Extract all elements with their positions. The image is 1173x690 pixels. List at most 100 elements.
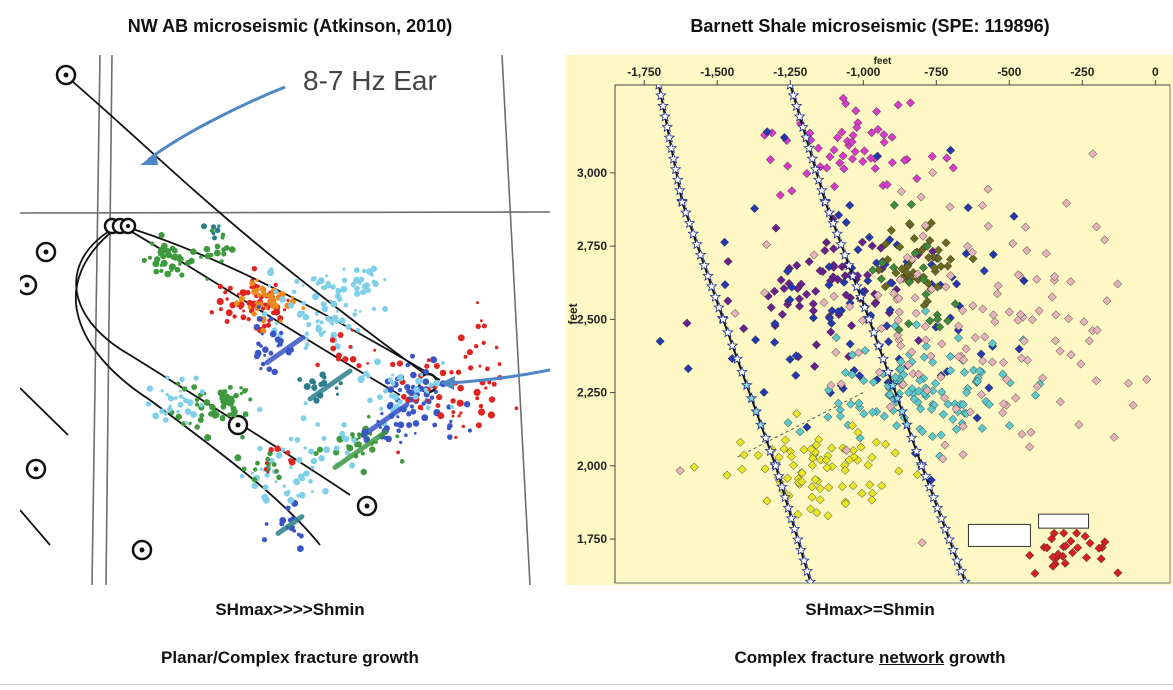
left-event	[398, 388, 402, 392]
well-2-stage-marker	[916, 459, 928, 471]
event-pink	[1091, 376, 1101, 386]
event-pink	[937, 339, 947, 349]
left-event	[260, 332, 264, 336]
event-green	[904, 277, 914, 287]
event-magenta	[813, 143, 823, 153]
event-magenta	[829, 145, 839, 155]
event-blue	[802, 422, 812, 432]
event-cyan	[972, 376, 983, 386]
left-event	[454, 435, 458, 439]
event-pink	[907, 347, 917, 357]
event-blue	[791, 351, 801, 361]
event-pink	[874, 367, 884, 377]
left-event	[435, 403, 441, 408]
left-event	[265, 456, 271, 462]
event-cyan	[953, 333, 964, 343]
event-pink	[842, 445, 852, 455]
event-olive	[936, 261, 946, 271]
event-yellow	[797, 477, 807, 487]
event-pink	[917, 538, 927, 548]
event-pink	[976, 390, 987, 400]
left-event	[274, 468, 279, 474]
well-2-stage-marker	[959, 575, 971, 583]
left-event-streak	[275, 514, 305, 536]
left-event	[413, 386, 420, 393]
left-event	[409, 404, 415, 409]
event-blue	[824, 280, 834, 290]
left-event	[360, 289, 366, 296]
event-green	[889, 200, 899, 210]
event-purple	[811, 286, 821, 296]
event-pink	[902, 252, 912, 262]
left-event	[491, 381, 497, 387]
left-event	[242, 411, 249, 418]
event-yellow	[844, 455, 854, 465]
left-event	[159, 408, 165, 414]
event-green	[910, 248, 920, 258]
well-1-stage-marker	[745, 392, 758, 404]
left-event	[290, 295, 294, 299]
event-yellow	[799, 445, 809, 455]
left-event	[214, 243, 221, 250]
well-2-stage-marker	[910, 445, 923, 457]
left-event	[211, 231, 216, 236]
left-event	[279, 521, 285, 527]
well-2-stage-marker	[901, 418, 913, 430]
left-event	[497, 362, 502, 366]
well-2-stage-marker	[800, 131, 812, 143]
left-event	[165, 375, 170, 380]
event-pink	[908, 369, 918, 379]
left-event	[410, 408, 417, 415]
left-event	[179, 376, 185, 383]
event-pink	[998, 357, 1009, 368]
left-event	[163, 417, 169, 423]
left-event	[199, 413, 205, 418]
well-2-stage-marker	[806, 152, 819, 164]
left-event	[262, 346, 269, 354]
event-pink	[1102, 296, 1112, 306]
left-event	[267, 284, 272, 288]
event-blue	[1014, 344, 1024, 354]
left-event	[176, 409, 180, 414]
event-pink	[1076, 359, 1086, 369]
left-event	[450, 398, 456, 404]
event-green	[876, 274, 886, 284]
event-green	[894, 325, 904, 335]
event-pink	[836, 379, 846, 389]
left-event	[366, 374, 371, 379]
left-event	[217, 283, 223, 290]
event-yellow	[739, 450, 749, 460]
left-event	[399, 440, 403, 444]
well-2-stage-marker	[787, 89, 800, 101]
left-event	[211, 224, 217, 230]
event-pink	[1027, 315, 1037, 325]
well-2-stage-marker	[823, 206, 835, 218]
event-pink	[958, 421, 968, 431]
x-tick-label: -250	[1070, 65, 1094, 79]
event-purple	[777, 309, 787, 320]
event-yellow	[760, 464, 770, 474]
event-green	[935, 322, 945, 332]
event-olive	[909, 233, 919, 243]
well-1-stage-marker	[764, 445, 777, 457]
left-event	[313, 451, 319, 457]
event-red	[1100, 537, 1110, 547]
left-event	[209, 403, 216, 411]
left-event	[279, 330, 284, 335]
event-cyan	[1004, 421, 1015, 431]
event-magenta	[899, 155, 910, 165]
left-event	[199, 255, 203, 259]
left-event	[256, 304, 261, 309]
event-green	[933, 314, 943, 324]
event-cyan	[975, 366, 985, 376]
event-magenta	[847, 137, 857, 147]
left-event	[219, 416, 226, 422]
event-pink	[980, 332, 990, 342]
event-pink	[926, 351, 936, 361]
left-event	[354, 290, 361, 297]
left-event	[446, 426, 451, 431]
left-event	[164, 270, 172, 278]
left-event	[335, 392, 339, 396]
event-pink	[895, 275, 905, 285]
left-event	[349, 462, 356, 469]
